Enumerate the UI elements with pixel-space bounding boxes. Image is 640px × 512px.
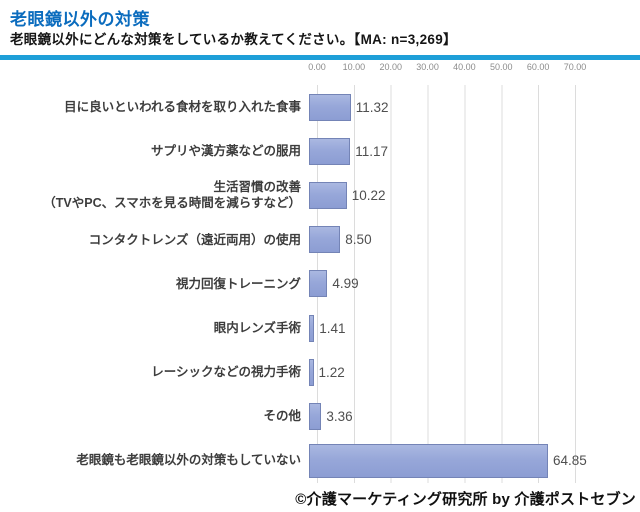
bar-chart: 0.00 10.00 20.00 30.00 40.00 50.00 60.00 70.00 … [0,62,640,484]
x-tick: 70.00 [563,62,587,72]
chart-row: サプリや漢方薬などの服用 11.17 [0,129,640,173]
chart-row: 視力回復トレーニング 4.99 [0,262,640,306]
row-plot: 8.50 [309,218,640,262]
bar [309,443,548,478]
category-label: その他 [263,409,301,424]
chart-row: レーシックなどの視力手術 1.22 [0,350,640,394]
bar [309,226,341,254]
value-label: 1.41 [319,320,346,336]
category-label: レーシックなどの視力手術 [151,365,301,380]
page-subtitle: 老眼鏡以外にどんな対策をしているか教えてください。【MA: n=3,269】 [10,32,457,47]
row-plot: 11.32 [309,85,640,129]
value-label: 3.36 [326,408,353,424]
x-tick: 40.00 [453,62,476,72]
category-label: コンタクトレンズ（遠近両用）の使用 [88,232,301,247]
value-label: 1.22 [318,364,345,380]
row-plot: 64.85 [309,439,640,483]
category-label: 老眼鏡も老眼鏡以外の対策もしていない [76,453,301,468]
bar [309,137,351,165]
x-axis: 0.00 10.00 20.00 30.00 40.00 50.00 60.00 70.00 [308,62,597,76]
row-plot: 4.99 [309,262,640,306]
header-divider [0,55,640,60]
value-label: 8.50 [345,232,372,248]
bar [309,314,315,342]
category-label: 目に良いといわれる食材を取り入れた食事 [64,99,301,114]
chart-row: その他 3.36 [0,394,640,438]
row-plot: 1.22 [309,350,640,394]
category-label: 視力回復トレーニング [175,276,301,291]
gridlines [317,85,576,483]
value-label: 4.99 [332,276,359,292]
page-title: 老眼鏡以外の対策 [10,10,150,29]
row-plot: 10.22 [309,173,640,217]
row-plot: 1.41 [309,306,640,350]
row-plot: 11.17 [309,129,640,173]
chart-rows: 目に良いといわれる食材を取り入れた食事 11.32 サプリや漢方薬などの服用 11.1… [0,85,640,483]
value-label: 64.85 [553,453,587,469]
bar [309,181,347,209]
category-label: 眼内レンズ手術 [213,320,301,335]
chart-row: 眼内レンズ手術 1.41 [0,306,640,350]
bar [309,358,314,386]
x-tick: 20.00 [379,62,402,72]
value-label: 10.22 [351,187,386,203]
x-tick: 60.00 [526,62,550,72]
value-label: 11.17 [355,143,388,159]
chart-row: 目に良いといわれる食材を取り入れた食事 11.32 [0,85,640,129]
bar [309,270,328,298]
category-label: サプリや漢方薬などの服用 [150,144,301,159]
x-tick: 50.00 [490,62,513,72]
value-label: 11.32 [355,99,389,115]
x-tick: 30.00 [416,62,439,72]
category-label: 生活習慣の改善 （TVやPC、スマホを見る時間を減らすなど） [43,180,301,211]
bar [309,93,351,121]
row-plot: 3.36 [309,394,640,438]
chart-row: コンタクトレンズ（遠近両用）の使用 8.50 [0,218,640,262]
bar [309,402,322,430]
footer-credit: ©介護マーケティング研究所 by 介護ポストセブン [295,491,636,508]
chart-row: 生活習慣の改善 （TVやPC、スマホを見る時間を減らすなど） 10.22 [0,173,640,217]
chart-row: 老眼鏡も老眼鏡以外の対策もしていない 64.85 [0,439,640,483]
x-tick: 10.00 [342,62,366,72]
x-tick: 0.00 [308,62,326,72]
